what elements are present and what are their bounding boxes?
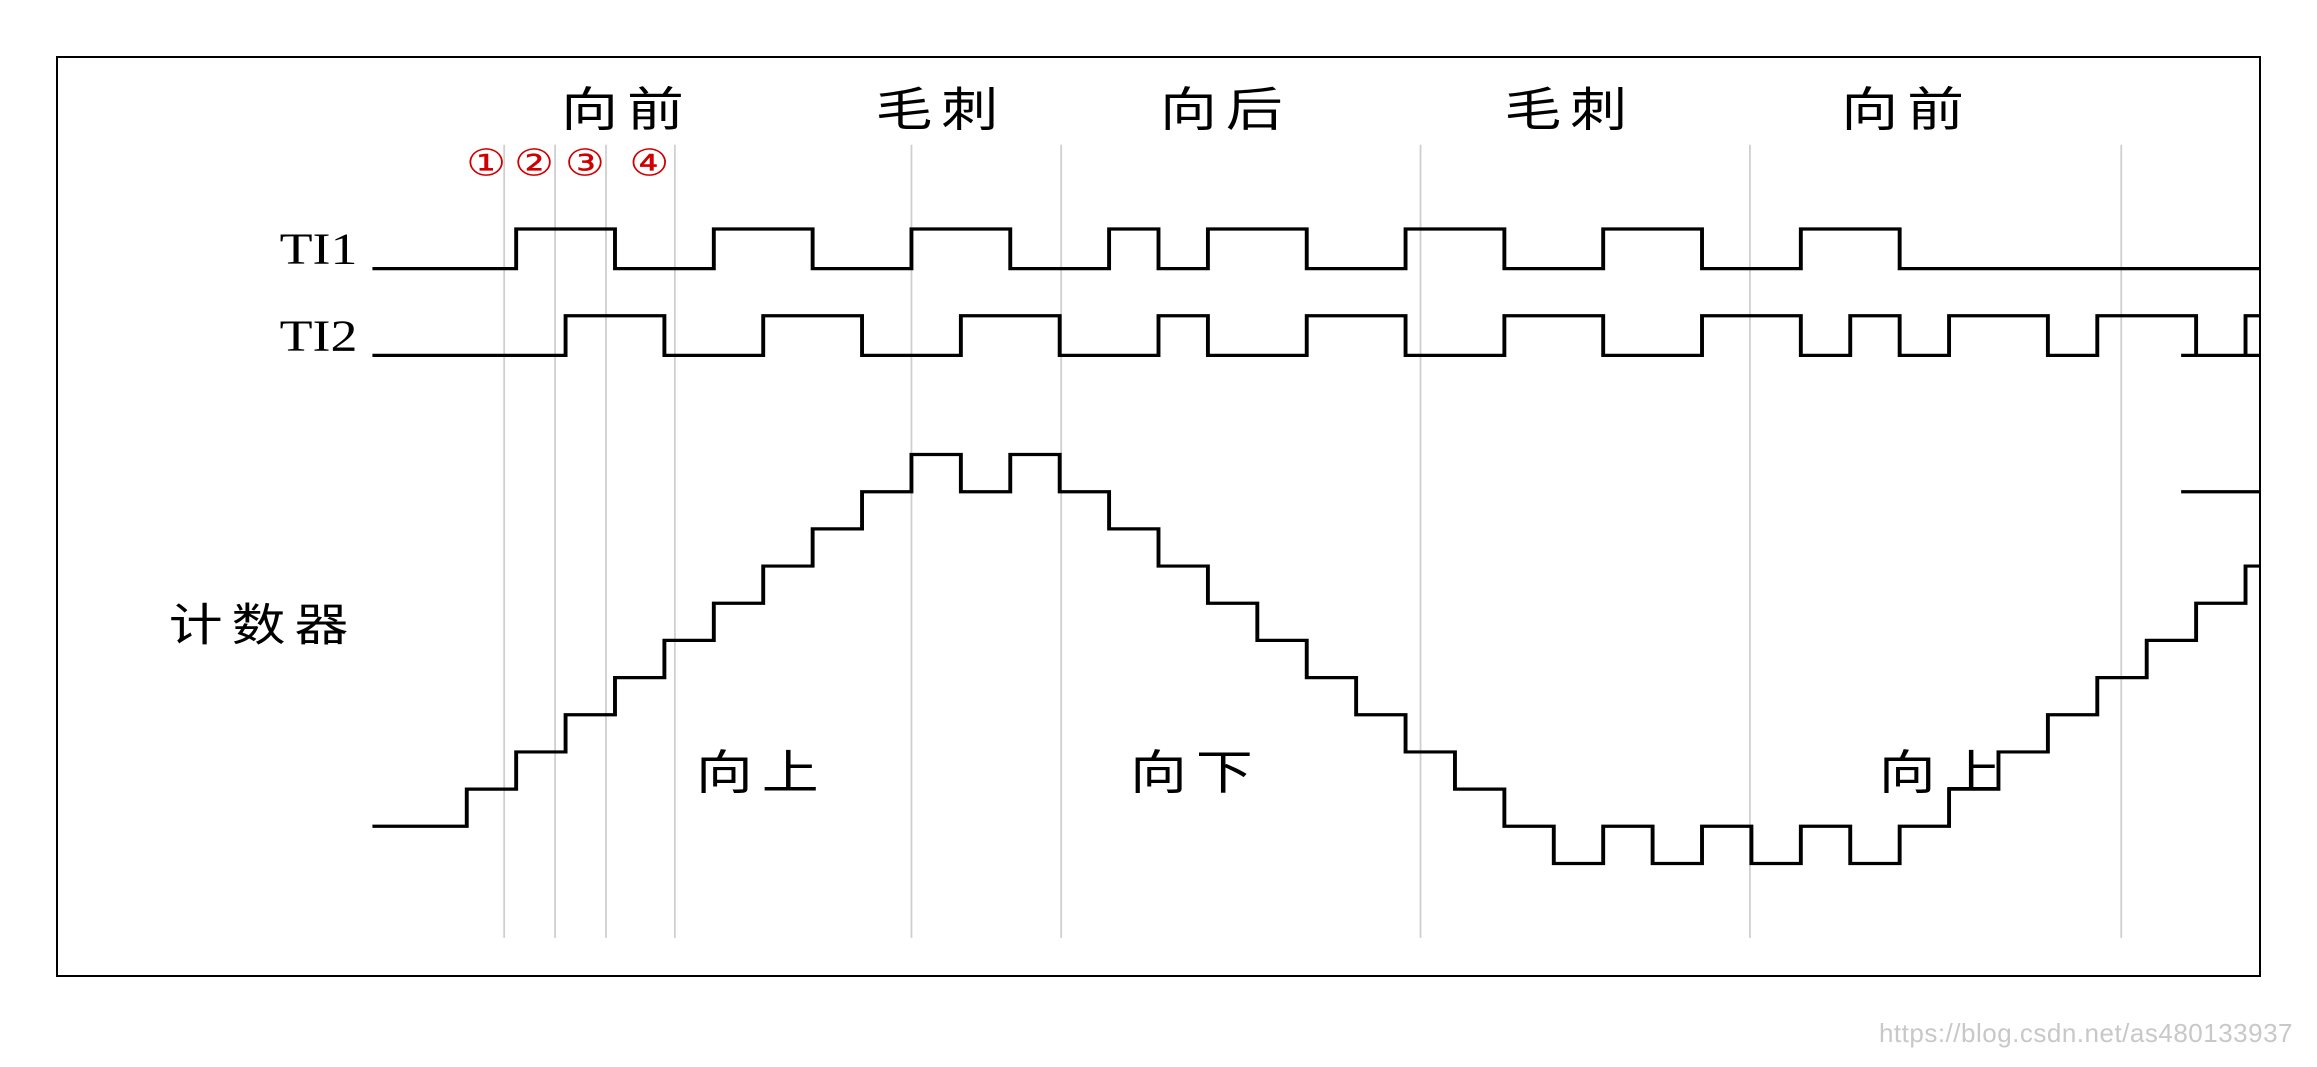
counter-direction-label: 向上 [1879, 748, 2011, 800]
diagram-frame: 向前 毛刺 向后 毛刺 向前 ①②③④ 向上 向下 向上 TI1 TI2 计数器 [56, 56, 2261, 977]
channel-label-ti2: TI2 [280, 311, 358, 361]
counter-label: 计数器 [169, 601, 358, 651]
counter-staircase [372, 455, 2259, 864]
section-label: 毛刺 [1504, 85, 1636, 137]
phase-marker: ② [514, 142, 554, 183]
counter-direction-label: 向下 [1130, 748, 1262, 800]
signal-ti1 [372, 229, 2259, 269]
phase-marker: ① [466, 142, 506, 183]
section-label: 向前 [1841, 85, 1973, 137]
phase-marker: ④ [629, 142, 669, 183]
signal-ti2 [372, 316, 2259, 356]
counter-direction-label: 向上 [696, 748, 828, 800]
phase-marker: ③ [565, 142, 605, 183]
channel-label-ti1: TI1 [280, 224, 358, 274]
timing-diagram: 向前 毛刺 向后 毛刺 向前 ①②③④ 向上 向下 向上 TI1 TI2 计数器 [58, 58, 2259, 975]
section-label: 向后 [1160, 85, 1292, 137]
section-label: 毛刺 [876, 85, 1008, 137]
watermark: https://blog.csdn.net/as480133937 [1879, 1018, 2293, 1049]
section-label: 向前 [561, 85, 693, 137]
